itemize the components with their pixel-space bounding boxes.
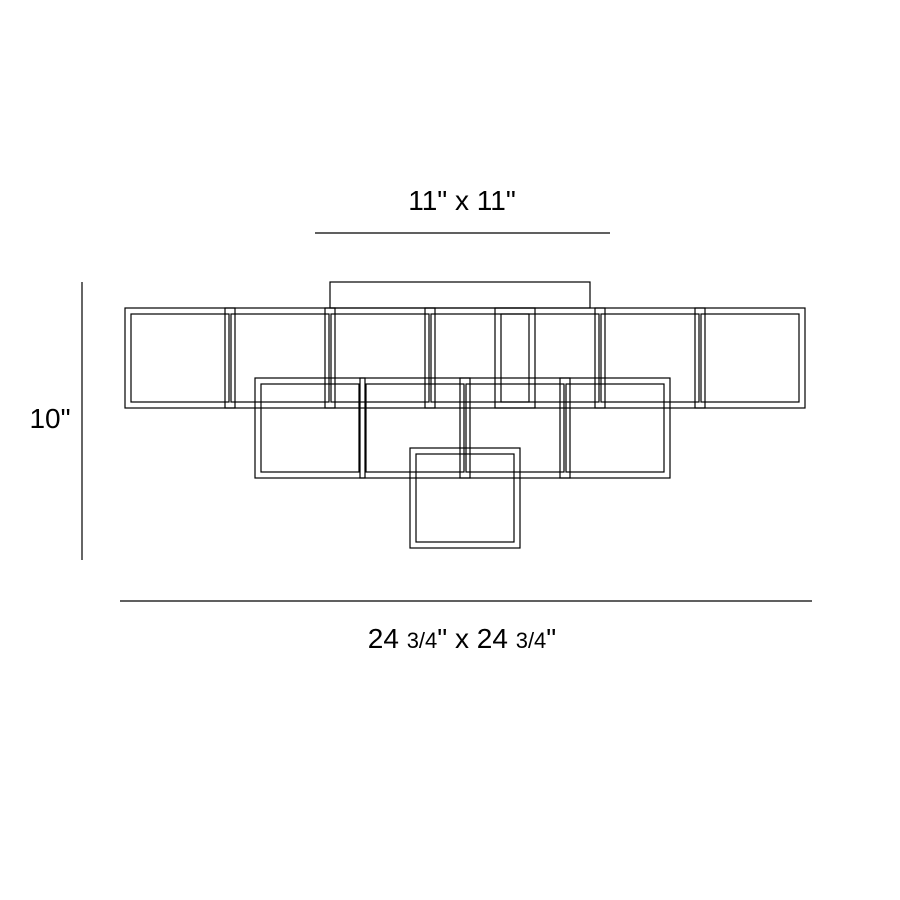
dim-label-left: 10" [29, 403, 70, 434]
canvas-bg [0, 0, 900, 900]
dimension-diagram: 11" x 11" 10" 24 3/4" x 24 3/4" [0, 0, 900, 900]
dim-label-top: 11" x 11" [408, 185, 516, 216]
dim-label-bottom: 24 3/4" x 24 3/4" [368, 623, 557, 654]
